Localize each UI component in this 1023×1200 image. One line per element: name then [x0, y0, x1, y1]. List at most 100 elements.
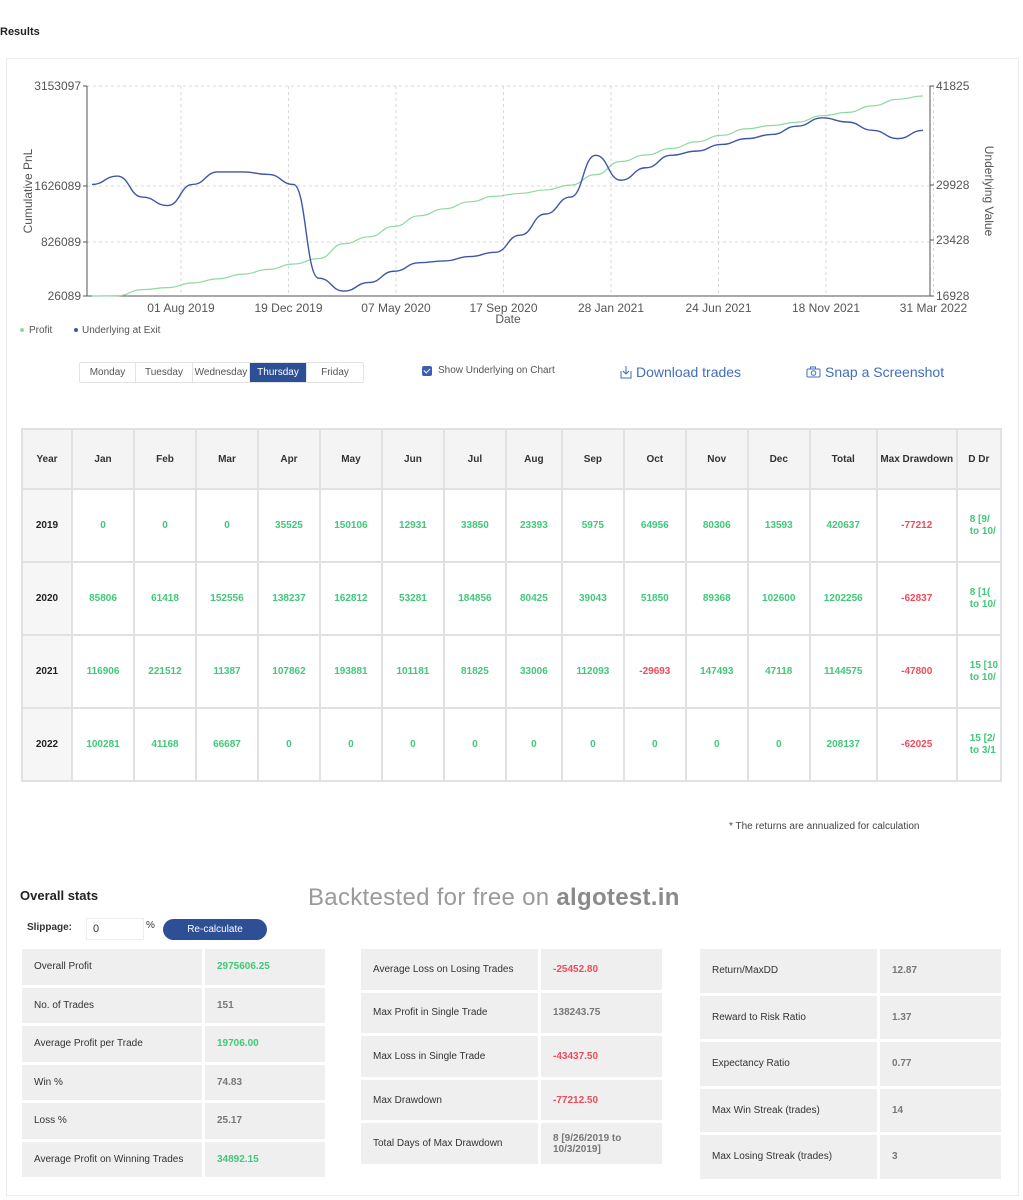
year-cell: 2021	[21, 634, 74, 709]
x-tick-label: 28 Jan 2021	[578, 301, 644, 315]
stat-row: Expectancy Ratio 0.77	[700, 1042, 1001, 1086]
left-tick-label: 1626089	[34, 179, 81, 193]
table-cell: 1202256	[808, 561, 878, 636]
stat-value: 151	[205, 987, 325, 1023]
right-axis-title: Underlying Value	[982, 146, 996, 237]
stat-row: Average Loss on Losing Trades -25452.80	[361, 949, 662, 990]
table-cell: 0	[71, 488, 135, 563]
table-cell: 221512	[133, 634, 197, 709]
slippage-percent-unit: %	[146, 920, 155, 931]
underlying-series-line	[91, 117, 924, 292]
table-cell: 0	[622, 707, 687, 782]
table-cell: 0	[380, 707, 445, 782]
day-tab-thursday[interactable]: Thursday	[250, 363, 307, 382]
table-cell: 80425	[504, 561, 563, 636]
day-tab-friday[interactable]: Friday	[321, 367, 349, 378]
stat-value: 3	[880, 1135, 1001, 1179]
column-header: Jun	[380, 428, 445, 490]
x-axis-title: Date	[495, 312, 521, 326]
table-cell: 162812	[318, 561, 383, 636]
column-header: Sep	[560, 428, 625, 490]
results-title: Results	[0, 26, 40, 38]
day-tab-wednesday[interactable]: Wednesday	[193, 363, 250, 382]
stat-row: Max Loss in Single Trade -43437.50	[361, 1036, 662, 1077]
stat-label: Loss %	[22, 1103, 202, 1139]
table-cell: 0	[194, 488, 259, 563]
table-row: 2022 100281 41168 66687 0 0 0 0 0 0 0 0 0 208137 -6202…	[21, 707, 1002, 782]
stat-label: Average Profit on Winning Trades	[22, 1141, 202, 1177]
download-icon	[620, 366, 632, 379]
column-header: Nov	[684, 428, 749, 490]
stat-row: Return/MaxDD 12.87	[700, 949, 1001, 993]
table-cell: -29693	[622, 634, 687, 709]
camera-icon	[806, 366, 821, 378]
year-cell: 2022	[21, 707, 74, 782]
column-header: May	[318, 428, 383, 490]
stat-row: Max Profit in Single Trade 138243.75	[361, 992, 662, 1034]
download-trades-link[interactable]: Download trades	[620, 364, 741, 380]
stat-row: Max Losing Streak (trades) 3	[700, 1135, 1001, 1179]
stat-row: Loss % 25.17	[22, 1103, 325, 1139]
monthly-table-container[interactable]: Year Jan Feb Mar Apr May Jun Jul Aug Sep Oct Nov Dec…	[21, 428, 1002, 782]
table-cell: 0	[504, 707, 563, 782]
stat-label: Return/MaxDD	[700, 949, 877, 993]
watermark-text: Backtested for free on	[308, 884, 557, 911]
slippage-input[interactable]	[86, 918, 144, 940]
stats-column-1: Overall Profit 2975606.25 No. of Trades 151…	[22, 949, 325, 1180]
table-cell: 81825	[442, 634, 507, 709]
table-cell: 61418	[133, 561, 197, 636]
download-trades-label: Download trades	[636, 364, 742, 380]
stat-row: Total Days of Max Drawdown 8 [9/26/2019 t…	[361, 1123, 662, 1164]
table-cell: 13593	[746, 488, 811, 563]
table-cell: 85806	[71, 561, 135, 636]
table-cell: 80306	[684, 488, 749, 563]
table-cell: 12931	[380, 488, 445, 563]
table-cell: 0	[133, 488, 197, 563]
stat-row: Reward to Risk Ratio 1.37	[700, 995, 1001, 1039]
day-of-week-tabs: Monday Tuesday Wednesday Thursday Friday	[79, 362, 364, 383]
stat-label: Win %	[22, 1064, 202, 1100]
table-cell: 1144575	[808, 634, 878, 709]
stat-value: 2975606.25	[205, 949, 325, 985]
stat-value: 34892.15	[205, 1141, 325, 1177]
table-cell: 47118	[746, 634, 811, 709]
recalculate-button[interactable]: Re-calculate	[163, 919, 267, 940]
show-underlying-toggle[interactable]: Show Underlying on Chart	[422, 365, 555, 376]
table-cell: 138237	[256, 561, 321, 636]
stat-row: Overall Profit 2975606.25	[22, 949, 325, 985]
left-tick-label: 3153097	[34, 79, 81, 93]
table-cell: -47800	[875, 634, 958, 709]
table-cell: 41168	[133, 707, 197, 782]
table-cell: 150106	[318, 488, 383, 563]
pnl-chart: 3153097 1626089 826089 26089 41825 29928 23428…	[20, 79, 996, 336]
table-cell: 112093	[560, 634, 625, 709]
x-tick-label: 07 May 2020	[361, 301, 431, 315]
snap-screenshot-link[interactable]: Snap a Screenshot	[806, 364, 944, 380]
stat-label: Max Win Streak (trades)	[700, 1088, 877, 1132]
stat-value: -25452.80	[541, 949, 662, 990]
day-tab-monday[interactable]: Monday	[80, 363, 136, 382]
legend-underlying-label: Underlying at Exit	[82, 325, 161, 336]
checkbox-checked-icon[interactable]	[422, 365, 432, 376]
column-header: Dec	[746, 428, 811, 490]
x-tick-label: 31 Mar 2022	[900, 301, 968, 315]
day-tab-tuesday[interactable]: Tuesday	[136, 363, 193, 382]
slippage-label: Slippage:	[27, 922, 73, 933]
stat-label: Expectancy Ratio	[700, 1042, 877, 1086]
table-cell: 64956	[622, 488, 687, 563]
drawdown-period-cell: 15 [2/ to 3/1	[955, 707, 1002, 782]
snap-screenshot-label: Snap a Screenshot	[825, 364, 945, 380]
table-cell: -62837	[875, 561, 958, 636]
table-row: 2019 0 0 0 35525 150106 12931 33850 23393 5975 649…	[21, 488, 1002, 563]
profit-series-line	[91, 95, 924, 297]
table-cell: 0	[560, 707, 625, 782]
stat-value: 12.87	[880, 949, 1001, 993]
column-header: Mar	[194, 428, 259, 490]
table-cell: 35525	[256, 488, 321, 563]
table-cell: 0	[684, 707, 749, 782]
stat-label: Max Drawdown	[361, 1079, 538, 1121]
table-cell: 420637	[808, 488, 878, 563]
stat-label: Overall Profit	[22, 949, 202, 985]
column-header: Feb	[133, 428, 197, 490]
stat-row: Average Profit per Trade 19706.00	[22, 1026, 325, 1062]
